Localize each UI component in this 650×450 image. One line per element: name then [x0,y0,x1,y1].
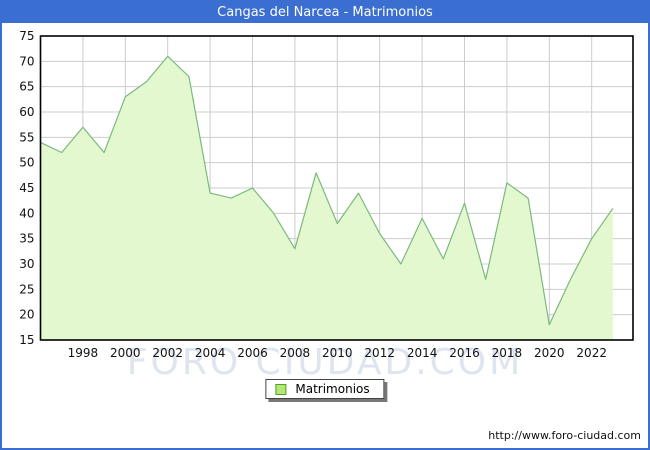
legend-swatch-icon [275,383,287,395]
plot-border [39,35,634,341]
y-tick-label: 60 [19,105,34,119]
x-tick-label: 2006 [237,346,268,360]
x-tick-label: 2002 [152,346,183,360]
chart-title-text: Cangas del Narcea - Matrimonios [217,5,433,20]
y-tick-label: 15 [19,333,34,347]
watermark-text: FORO CIUDAD.COM [126,342,524,383]
chart-title: Cangas del Narcea - Matrimonios [2,2,648,23]
y-tick-label: 65 [19,80,34,94]
y-tick-label: 20 [19,308,34,322]
x-tick-label: 2016 [449,346,480,360]
legend: Matrimonios [265,379,385,399]
x-tick-label: 2000 [110,346,141,360]
y-tick-label: 75 [19,29,34,43]
y-tick-label: 55 [19,130,34,144]
data-line [40,55,614,326]
x-tick-label: 2004 [195,346,226,360]
x-tick-label: 2012 [364,346,395,360]
y-tick-label: 45 [19,181,34,195]
y-tick-label: 70 [19,54,34,68]
y-tick-label: 25 [19,282,34,296]
x-tick-label: 2020 [534,346,565,360]
x-tick-label: 2010 [322,346,353,360]
x-tick-label: 2008 [280,346,311,360]
x-tick-label: 2018 [492,346,523,360]
footer-url: http://www.foro-ciudad.com [488,429,641,442]
y-tick-label: 40 [19,206,34,220]
legend-label: Matrimonios [295,382,370,396]
x-tick-label: 2014 [407,346,438,360]
y-tick-label: 50 [19,156,34,170]
y-tick-label: 30 [19,257,34,271]
y-tick-label: 35 [19,232,34,246]
x-tick-label: 2022 [576,346,607,360]
area-fill-path [40,56,613,341]
x-tick-label: 1998 [68,346,99,360]
